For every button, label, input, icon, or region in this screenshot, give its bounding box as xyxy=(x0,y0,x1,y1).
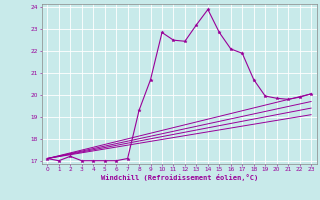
X-axis label: Windchill (Refroidissement éolien,°C): Windchill (Refroidissement éolien,°C) xyxy=(100,174,258,181)
